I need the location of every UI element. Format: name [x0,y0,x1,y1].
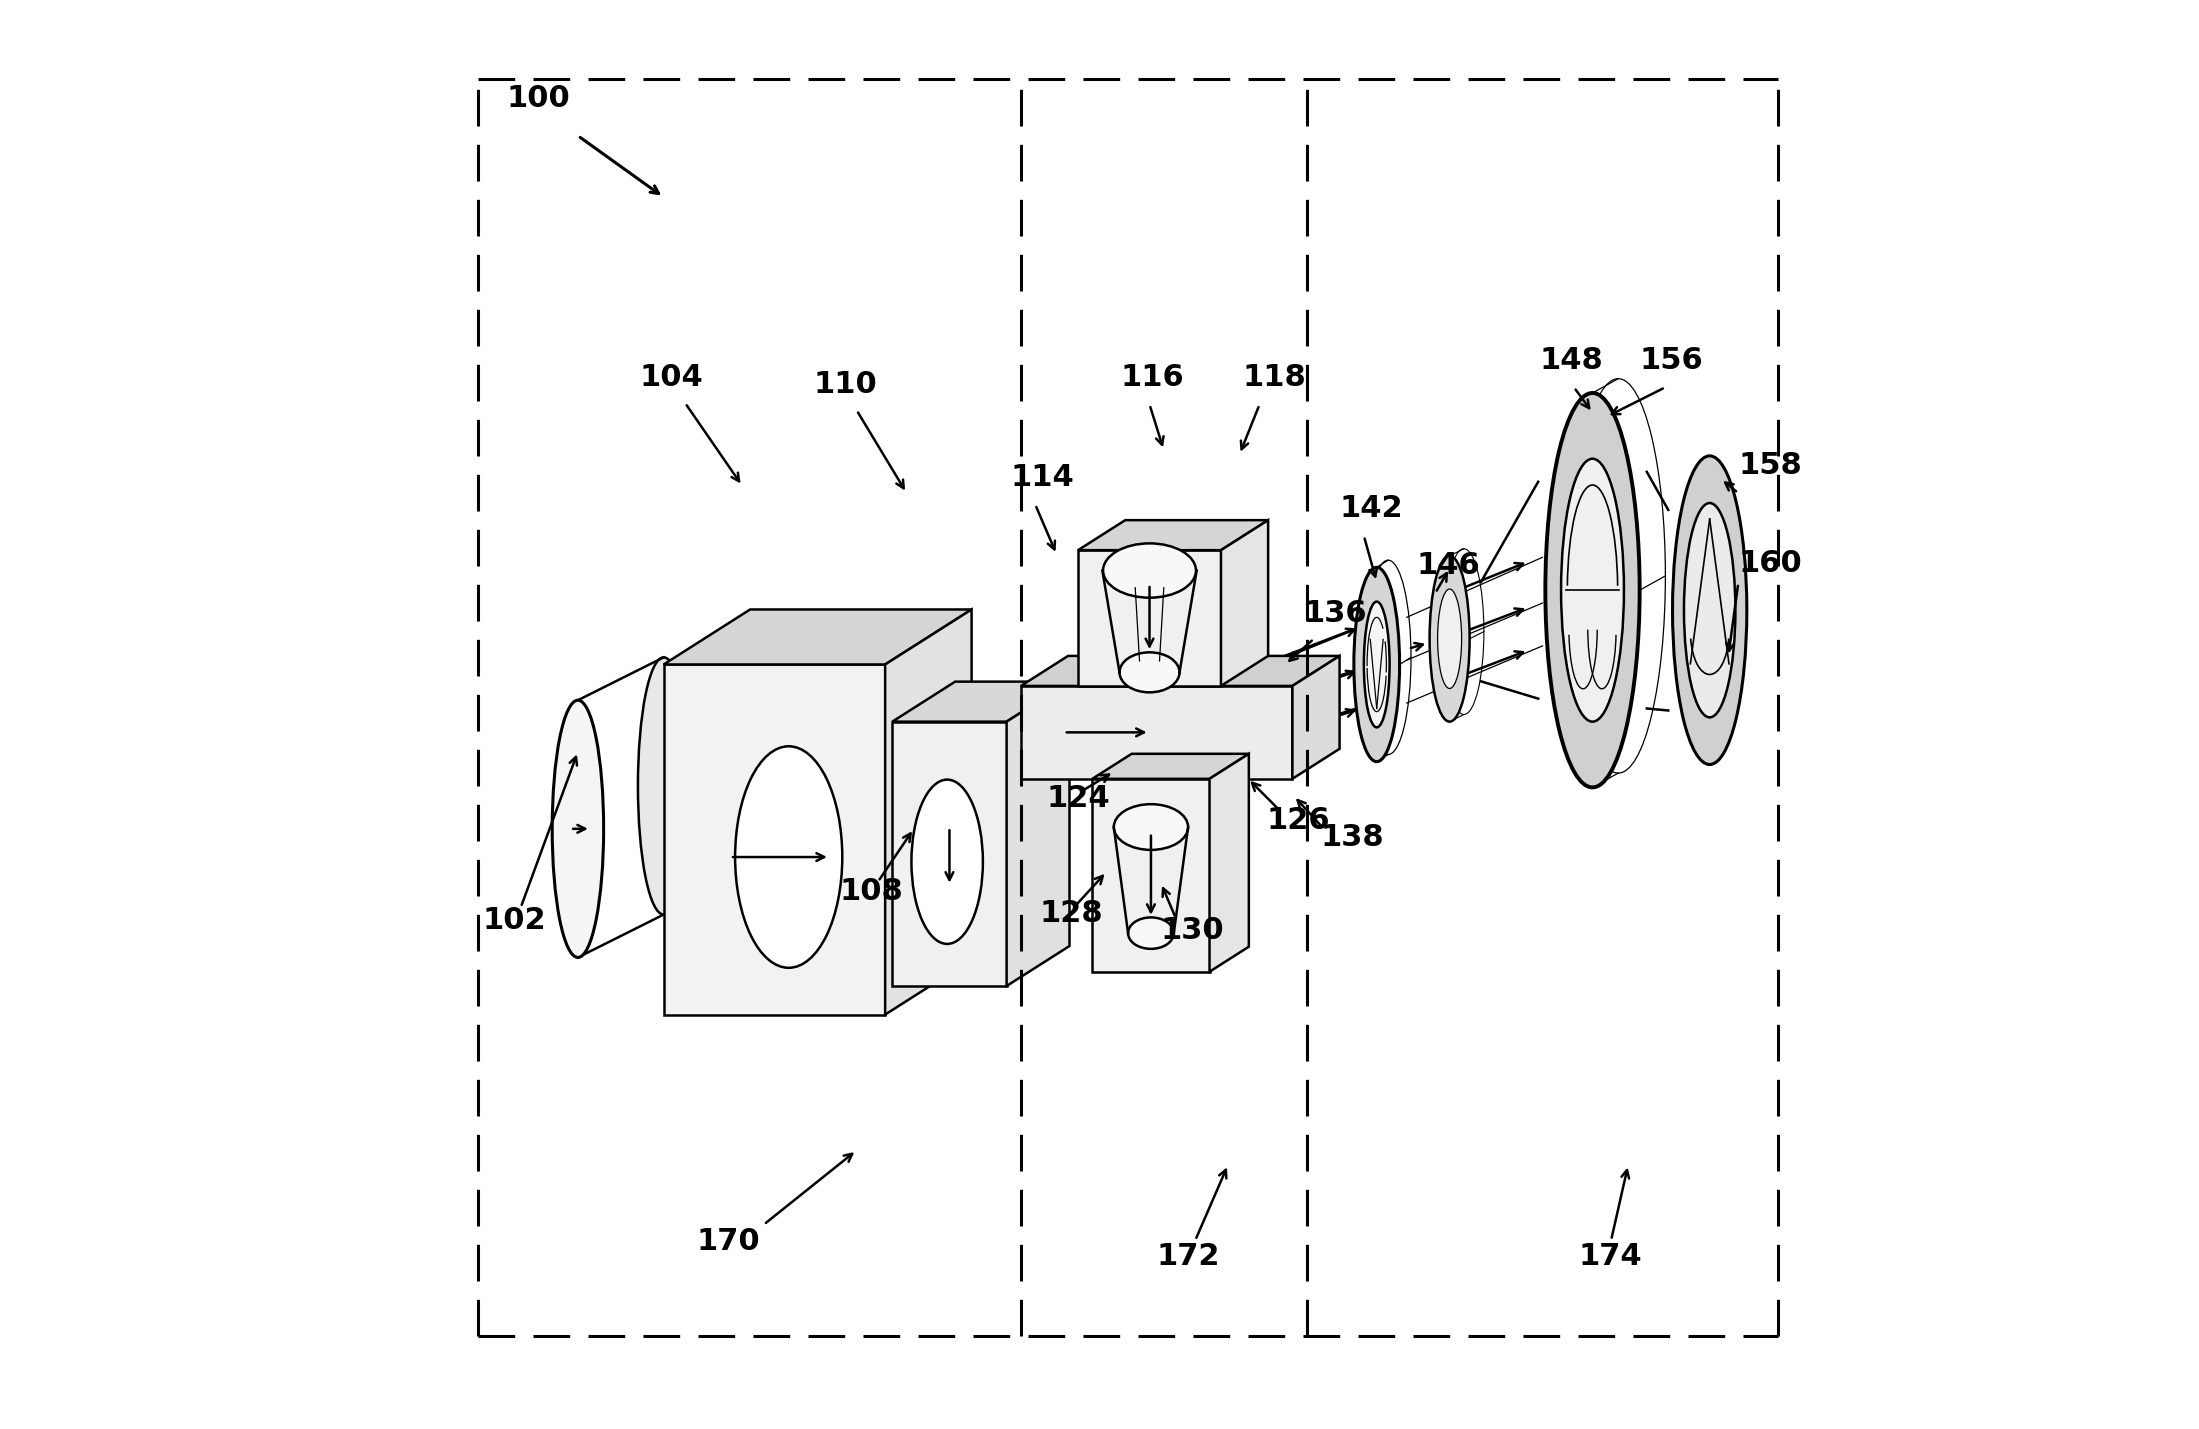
Text: 130: 130 [1161,916,1225,945]
Polygon shape [1093,779,1209,972]
Text: 126: 126 [1267,806,1330,835]
Polygon shape [1078,520,1269,550]
Polygon shape [1078,550,1220,686]
Text: 160: 160 [1737,549,1801,577]
Ellipse shape [1561,459,1623,722]
Text: 124: 124 [1047,785,1110,813]
Polygon shape [1293,656,1339,779]
Polygon shape [1020,656,1339,686]
Text: 100: 100 [506,84,570,113]
Text: 110: 110 [814,370,877,399]
Polygon shape [664,610,972,664]
Text: 116: 116 [1121,363,1185,392]
Text: 138: 138 [1322,823,1385,852]
Text: 148: 148 [1539,346,1603,374]
Text: 136: 136 [1304,599,1368,627]
Polygon shape [664,664,886,1015]
Ellipse shape [1128,917,1174,949]
Ellipse shape [1673,456,1746,765]
Text: 114: 114 [1012,463,1075,492]
Ellipse shape [910,780,983,945]
Text: 108: 108 [840,877,904,906]
Polygon shape [1220,520,1269,686]
Ellipse shape [1546,393,1640,787]
Ellipse shape [1113,805,1187,850]
Ellipse shape [1684,503,1735,717]
Text: 156: 156 [1640,346,1704,374]
Ellipse shape [1355,567,1399,762]
Polygon shape [1020,686,1293,779]
Polygon shape [886,610,972,1015]
Text: 174: 174 [1579,1242,1643,1270]
Polygon shape [1093,755,1249,779]
Ellipse shape [1104,543,1196,597]
Ellipse shape [1363,602,1390,727]
Text: 170: 170 [697,1228,761,1256]
Text: 128: 128 [1040,899,1104,927]
Polygon shape [1007,682,1069,986]
Polygon shape [893,722,1007,986]
Ellipse shape [734,746,842,967]
Text: 118: 118 [1242,363,1306,392]
Text: 142: 142 [1339,494,1403,523]
Ellipse shape [1429,556,1469,722]
Text: 172: 172 [1157,1242,1220,1270]
Polygon shape [1209,755,1249,972]
Polygon shape [893,682,1069,722]
Ellipse shape [552,700,605,957]
Text: 158: 158 [1737,452,1801,480]
Text: 146: 146 [1416,552,1480,580]
Text: 102: 102 [482,906,545,935]
Ellipse shape [638,657,688,915]
Text: 104: 104 [640,363,704,392]
Ellipse shape [1438,589,1462,689]
Ellipse shape [1119,653,1179,693]
